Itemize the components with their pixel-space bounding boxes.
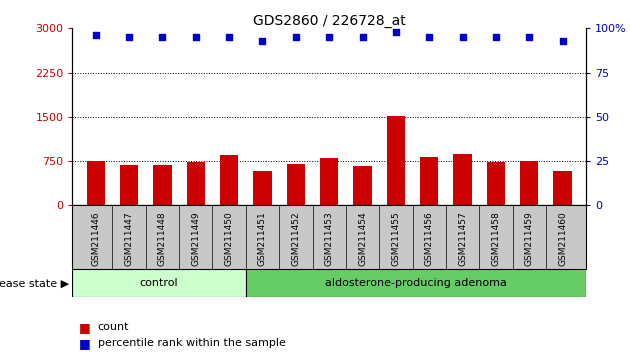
Point [424,34,434,40]
Point [224,34,234,40]
Bar [253,171,272,205]
Bar [353,166,372,205]
Text: GSM211449: GSM211449 [192,211,200,266]
Bar [320,158,338,205]
Point [91,33,101,38]
Text: disease state ▶: disease state ▶ [0,278,69,288]
Bar [454,154,472,205]
Text: ■: ■ [79,321,91,334]
Bar [186,162,205,205]
Text: control: control [140,278,178,288]
Bar [220,155,238,205]
Point [491,34,501,40]
Text: percentile rank within the sample: percentile rank within the sample [98,338,285,348]
Point [191,34,201,40]
Text: ■: ■ [79,337,91,350]
Point [524,34,534,40]
Point [558,38,568,44]
Text: GSM211453: GSM211453 [324,211,334,266]
Bar [420,157,438,205]
Text: GSM211447: GSM211447 [125,211,134,266]
Bar [387,116,405,205]
Bar [120,165,139,205]
Text: aldosterone-producing adenoma: aldosterone-producing adenoma [325,278,507,288]
Bar [487,162,505,205]
Bar [86,161,105,205]
Text: GSM211448: GSM211448 [158,211,167,266]
Text: GSM211450: GSM211450 [225,211,234,266]
Point [357,34,367,40]
Text: GSM211460: GSM211460 [558,211,567,266]
Point [391,29,401,35]
Point [324,34,334,40]
Point [158,34,168,40]
Bar [287,164,305,205]
Text: GSM211458: GSM211458 [491,211,500,266]
Text: GSM211451: GSM211451 [258,211,267,266]
Text: GSM211459: GSM211459 [525,211,534,266]
Text: GSM211446: GSM211446 [91,211,100,266]
Point [258,38,268,44]
Point [291,34,301,40]
Text: count: count [98,322,129,332]
Text: GSM211456: GSM211456 [425,211,433,266]
Text: GDS2860 / 226728_at: GDS2860 / 226728_at [253,14,406,28]
Point [124,34,134,40]
Bar [246,269,586,297]
Point [457,34,467,40]
Text: GSM211455: GSM211455 [391,211,400,266]
Bar [153,165,171,205]
Bar [520,161,539,205]
Bar [72,269,246,297]
Text: GSM211454: GSM211454 [358,211,367,266]
Text: GSM211457: GSM211457 [458,211,467,266]
Bar [553,171,572,205]
Text: GSM211452: GSM211452 [291,211,301,266]
